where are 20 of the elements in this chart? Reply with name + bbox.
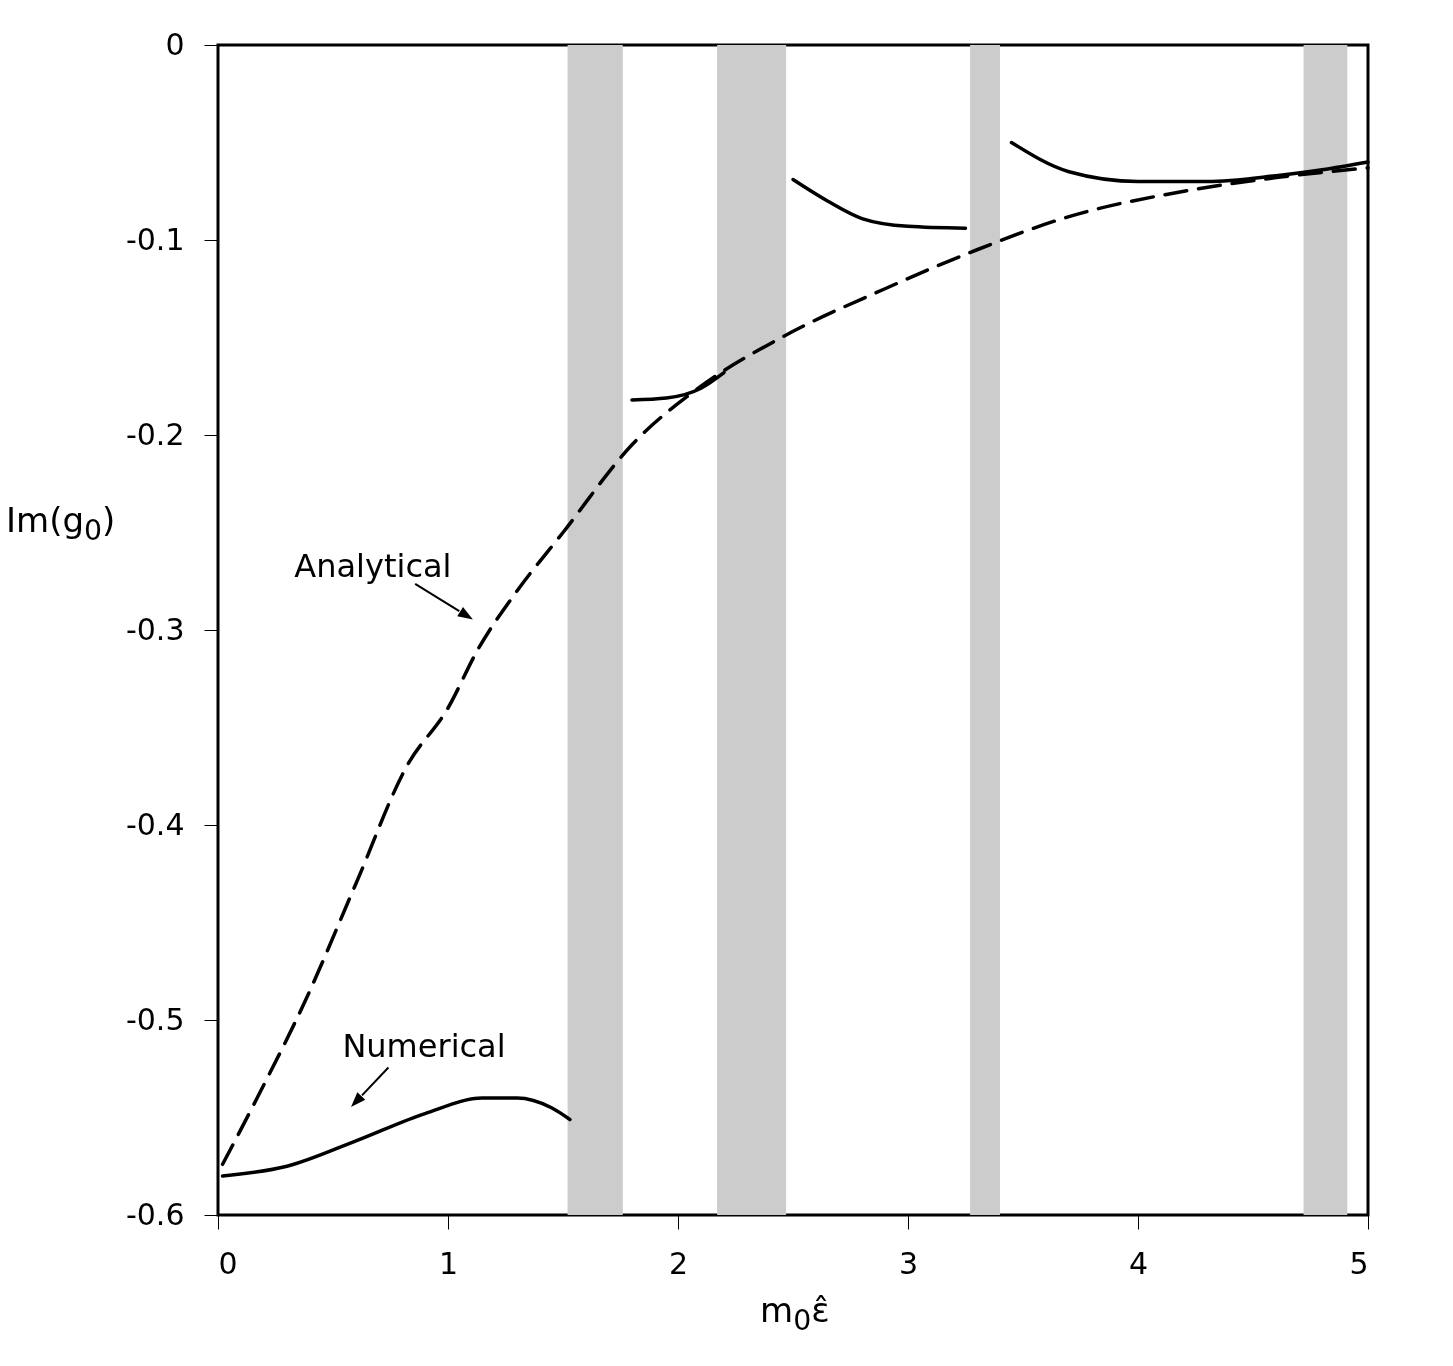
annotation: Numerical [342,1027,506,1065]
y-tick-label: -0.4 [125,806,185,842]
y-tick-label: -0.2 [125,416,185,452]
x-tick-label: 0 [218,1245,238,1281]
x-axis-title: m$_{0}$ε̂ [760,1290,830,1337]
line-series [791,177,968,231]
y-tick-label: -0.3 [125,611,185,647]
y-tick-label: 0 [165,26,185,62]
x-tick-label: 4 [1128,1245,1149,1281]
x-tick-label: 1 [438,1245,459,1281]
x-tick-label: 2 [668,1245,689,1281]
y-axis-title: Im(g$_{0}$) [6,500,116,547]
y-tick-label: -0.1 [125,221,185,257]
line-series [220,1096,572,1178]
annotation: Analytical [294,546,452,585]
x-tick-label: 3 [898,1245,919,1281]
line-series [630,370,726,402]
x-tick-label: 5 [1349,1245,1369,1281]
y-tick-label: -0.6 [125,1196,185,1232]
y-tick-label: -0.5 [125,1001,185,1037]
